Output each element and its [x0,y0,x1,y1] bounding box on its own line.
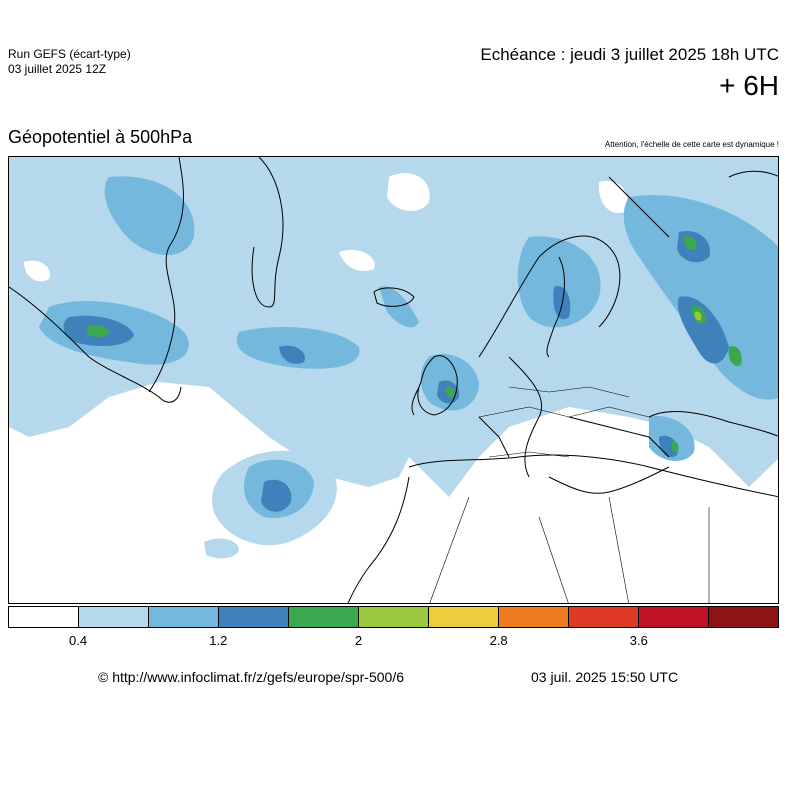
colorbar-tick-label: 0.4 [69,633,88,648]
lead-time: + 6H [719,70,779,101]
colorbar-swatch [359,607,429,627]
colorbar-swatch [289,607,359,627]
scale-note: Attention, l'échelle de cette carte est … [604,140,779,149]
colorbar-tick-label: 2.8 [489,633,508,648]
source-url[interactable]: © http://www.infoclimat.fr/z/gefs/europe… [98,669,405,685]
colorbar-swatch [219,607,289,627]
colorbar-swatch [79,607,149,627]
map-canvas [9,157,778,603]
colorbar-swatch [639,607,709,627]
colorbar-swatch [499,607,569,627]
colorbar-swatch [709,607,778,627]
colorbar-swatch [569,607,639,627]
colorbar-swatch [9,607,79,627]
colorbar-tick-label: 3.6 [629,633,648,648]
run-name: Run GEFS (écart-type) [8,47,131,61]
spread-zones-lime [694,311,702,321]
spread-zones-green [87,236,742,453]
colorbar-swatch [149,607,219,627]
field-title: Géopotentiel à 500hPa [8,127,193,147]
spread-zones-medium [39,176,778,518]
colorbar-swatch [429,607,499,627]
colorbar [8,606,779,628]
run-date: 03 juillet 2025 12Z [8,62,107,76]
borders [429,386,710,603]
colorbar-tick-label: 1.2 [209,633,228,648]
valid-time: Echéance : jeudi 3 juillet 2025 18h UTC [480,45,779,64]
spread-map [8,156,779,604]
coastlines [9,157,778,603]
colorbar-tick-label: 2 [354,633,363,648]
generated-time: 03 juil. 2025 15:50 UTC [531,669,679,685]
